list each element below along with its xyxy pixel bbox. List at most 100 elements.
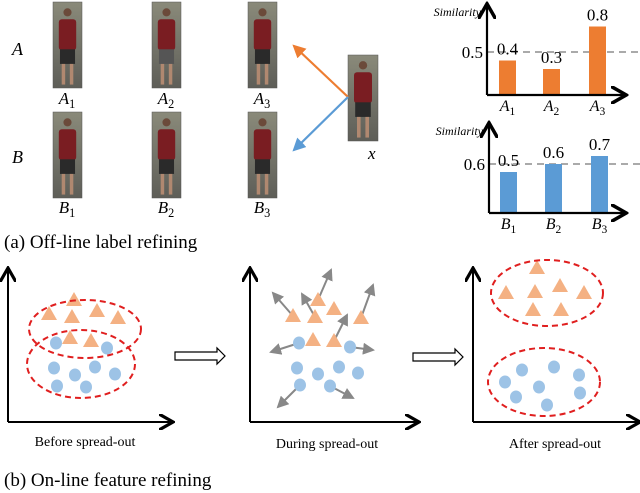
person-image-b2 bbox=[151, 111, 182, 199]
query-label: x bbox=[367, 144, 376, 163]
person-image-b1 bbox=[52, 111, 83, 199]
head bbox=[63, 8, 72, 17]
data-label: 0.7 bbox=[589, 135, 611, 154]
head bbox=[358, 61, 368, 70]
match-arrow-a3 bbox=[292, 44, 349, 98]
shorts bbox=[355, 102, 371, 117]
triangle-sample bbox=[110, 310, 126, 324]
circle-sample bbox=[89, 360, 101, 374]
transition-arrow bbox=[174, 346, 226, 366]
match-arrow-b3 bbox=[292, 96, 349, 152]
threshold-label: 0.5 bbox=[462, 43, 483, 62]
head bbox=[258, 8, 267, 17]
circle-sample bbox=[541, 398, 553, 412]
circle-sample bbox=[48, 361, 60, 375]
circle-sample bbox=[101, 341, 113, 355]
y-axis-label: Similarity bbox=[436, 124, 484, 138]
triangle-sample bbox=[552, 278, 568, 292]
leg bbox=[69, 173, 74, 195]
push-arrow bbox=[360, 283, 376, 319]
panel-caption-before: Before spread-out bbox=[35, 435, 136, 450]
similarity-chart-a: 0.5 0.4 A1 0.3 A2 0.8 A3 Similarity bbox=[434, 5, 640, 118]
circle-sample bbox=[293, 336, 305, 350]
data-label: 0.6 bbox=[543, 143, 564, 162]
gallery-label-b1: B1 bbox=[59, 198, 76, 220]
bar-a3 bbox=[589, 26, 606, 95]
circle-sample bbox=[333, 360, 345, 374]
gallery-labels: A1 A2 A3 B1 B2 B3 bbox=[58, 89, 271, 220]
triangle-sample bbox=[529, 260, 545, 274]
shirt bbox=[253, 19, 272, 51]
shirt bbox=[157, 19, 176, 51]
panel-after bbox=[473, 259, 638, 422]
triangle-sample bbox=[64, 309, 80, 323]
shirt bbox=[354, 72, 372, 104]
circle-sample bbox=[51, 379, 63, 393]
circle-sample bbox=[352, 366, 364, 380]
triangle-sample bbox=[62, 330, 78, 344]
leg bbox=[256, 173, 261, 195]
circle-sample bbox=[573, 368, 585, 382]
leg bbox=[168, 63, 173, 85]
head bbox=[162, 118, 171, 127]
triangle-sample bbox=[83, 333, 99, 347]
leg bbox=[160, 63, 165, 85]
row-label-a: A bbox=[11, 39, 24, 59]
triangle-sample bbox=[527, 284, 543, 298]
triangle-sample bbox=[310, 292, 326, 306]
gallery-label-a2: A2 bbox=[157, 89, 175, 111]
cluster-ellipse bbox=[28, 299, 142, 359]
circle-sample bbox=[510, 390, 522, 404]
head bbox=[258, 118, 267, 127]
push-arrow bbox=[317, 268, 333, 301]
row-label-b: B bbox=[12, 147, 23, 167]
gallery-label-a3: A3 bbox=[253, 89, 271, 111]
shirt bbox=[58, 19, 77, 51]
circle-sample bbox=[294, 378, 306, 392]
data-label: 0.8 bbox=[587, 6, 608, 25]
leg bbox=[160, 173, 165, 195]
shirt bbox=[58, 129, 77, 161]
triangle-sample bbox=[576, 285, 592, 299]
circle-sample bbox=[291, 361, 303, 375]
data-label: 0.5 bbox=[498, 151, 519, 170]
tick-label-b1: B1 bbox=[501, 216, 517, 236]
triangle-sample bbox=[553, 302, 569, 316]
circle-sample bbox=[312, 367, 324, 381]
triangle-sample bbox=[285, 308, 301, 322]
person-images bbox=[52, 1, 379, 199]
circle-sample bbox=[516, 363, 528, 377]
head bbox=[63, 118, 72, 127]
panel-during bbox=[250, 270, 417, 422]
shirt bbox=[157, 129, 176, 161]
circle-sample bbox=[344, 340, 356, 354]
person-image-a2 bbox=[151, 1, 182, 89]
triangle-sample bbox=[525, 302, 541, 316]
triangle-sample bbox=[326, 333, 342, 347]
shirt bbox=[253, 129, 272, 161]
circle-sample bbox=[69, 368, 81, 382]
leg bbox=[365, 116, 369, 138]
leg bbox=[264, 173, 269, 195]
person-image-query-x bbox=[347, 54, 379, 142]
push-arrow bbox=[333, 313, 348, 342]
head bbox=[162, 8, 171, 17]
caption-b: (b) On-line feature refining bbox=[4, 470, 212, 491]
tick-label-b3: B3 bbox=[592, 216, 608, 236]
spread-out-panels bbox=[8, 259, 638, 422]
similarity-charts: 0.5 0.4 A1 0.3 A2 0.8 A3 Similarity 0.6 0.5 B1 0.6 B… bbox=[434, 5, 640, 236]
shorts bbox=[254, 49, 271, 64]
leg bbox=[69, 63, 74, 85]
shorts bbox=[59, 159, 76, 174]
circle-sample bbox=[80, 380, 92, 394]
circle-sample bbox=[533, 380, 545, 394]
push-arrow bbox=[271, 291, 294, 317]
triangle-sample bbox=[353, 310, 369, 324]
bar-b3 bbox=[591, 156, 608, 213]
person-image-a3 bbox=[247, 1, 278, 89]
panel-caption-after: After spread-out bbox=[509, 437, 601, 452]
circle-sample bbox=[548, 360, 560, 374]
leg bbox=[168, 173, 173, 195]
cluster-ellipse bbox=[487, 347, 601, 417]
